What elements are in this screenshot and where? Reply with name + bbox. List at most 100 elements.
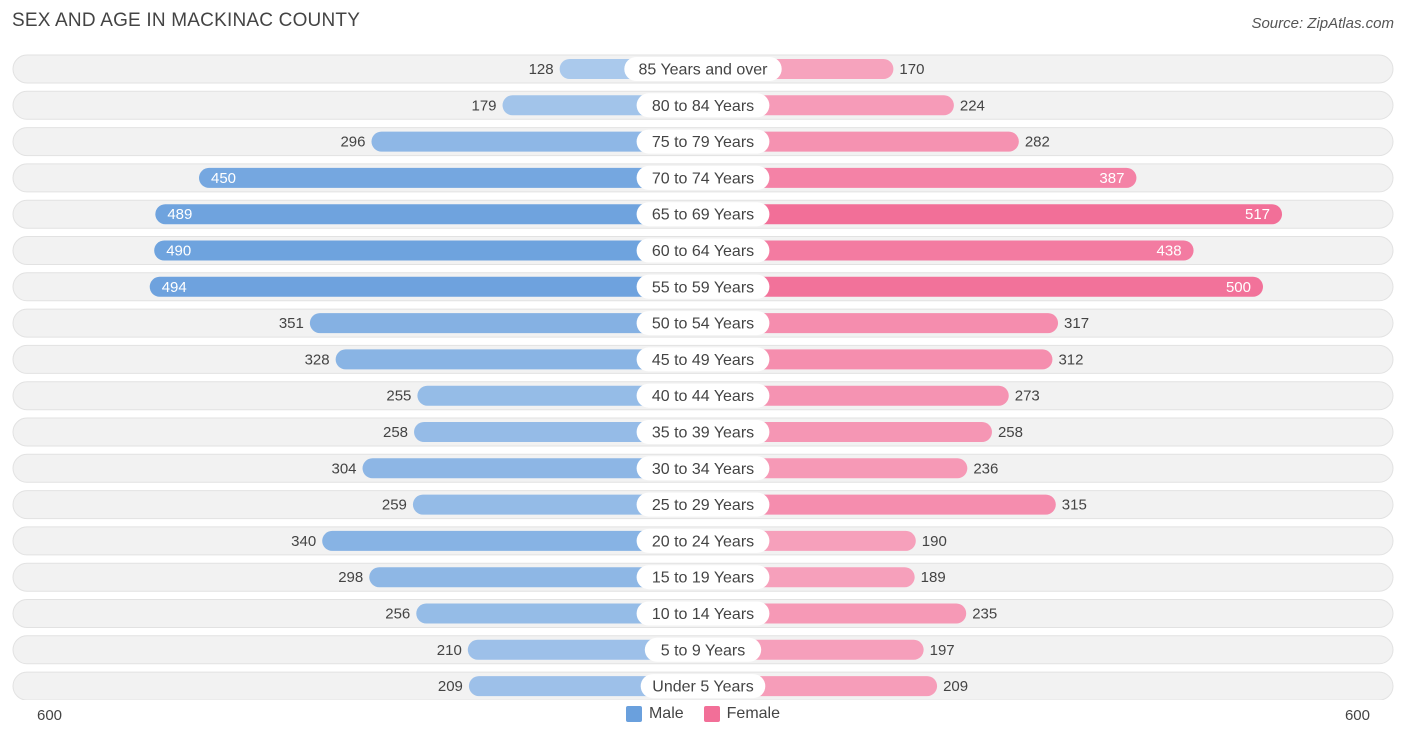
category-label: 50 to 54 Years	[652, 316, 754, 333]
female-value-label: 170	[899, 61, 924, 78]
male-value-label: 179	[471, 97, 496, 114]
category-label-bg	[640, 674, 766, 699]
female-value-label: 190	[922, 533, 947, 550]
male-bar[interactable]	[335, 349, 703, 370]
category-label: 60 to 64 Years	[652, 243, 754, 260]
population-pyramid-chart: 128 170 85 Years and over 179 224 80 to 84 Ye…	[12, 54, 1394, 700]
category-label-bg	[624, 57, 782, 81]
male-bar[interactable]	[155, 204, 703, 225]
category-label-bg	[636, 383, 770, 408]
category-label: 35 to 39 Years	[652, 425, 754, 442]
category-label: 5 to 9 Years	[661, 642, 746, 659]
category-label: 25 to 29 Years	[652, 497, 754, 514]
category-label: 10 to 14 Years	[652, 606, 754, 623]
legend-female-swatch	[703, 706, 720, 722]
female-value-label: 517	[1245, 206, 1270, 223]
male-bar[interactable]	[322, 530, 703, 551]
category-label-bg	[636, 420, 770, 444]
category-label-bg	[636, 311, 770, 336]
male-value-label: 258	[383, 424, 408, 441]
female-value-label: 438	[1157, 243, 1182, 260]
male-value-label: 328	[305, 351, 330, 368]
male-bar[interactable]	[416, 603, 703, 624]
male-value-label: 128	[529, 61, 554, 78]
female-value-label: 273	[1015, 388, 1040, 405]
female-value-label: 189	[921, 569, 946, 586]
female-value-label: 317	[1064, 315, 1089, 332]
female-value-label: 315	[1062, 497, 1087, 514]
female-value-label: 312	[1058, 351, 1083, 368]
category-label-bg	[636, 129, 770, 154]
female-bar[interactable]	[703, 204, 1283, 225]
male-bar[interactable]	[414, 422, 703, 442]
female-bar[interactable]	[703, 313, 1059, 334]
category-label: 15 to 19 Years	[652, 570, 754, 587]
female-bar[interactable]	[703, 603, 967, 624]
legend-male[interactable]: Male	[625, 705, 684, 723]
category-label-bg	[636, 274, 770, 299]
male-bar[interactable]	[309, 313, 703, 334]
category-label-bg	[644, 637, 762, 662]
female-value-label: 258	[998, 424, 1023, 441]
male-bar[interactable]	[362, 458, 703, 479]
legend-female[interactable]: Female	[703, 705, 780, 723]
category-label: 75 to 79 Years	[652, 134, 754, 151]
male-value-label: 296	[340, 134, 365, 151]
male-bar[interactable]	[149, 276, 704, 297]
chart-title: SEX AND AGE IN MACKINAC COUNTY	[12, 10, 361, 31]
female-bar[interactable]	[703, 349, 1053, 370]
category-label: 85 Years and over	[639, 62, 769, 79]
male-bar[interactable]	[369, 567, 703, 588]
category-label: 65 to 69 Years	[652, 207, 754, 224]
category-label-bg	[636, 238, 770, 263]
male-bar[interactable]	[467, 639, 703, 660]
category-label: Under 5 Years	[652, 679, 753, 696]
male-value-label: 298	[338, 569, 363, 586]
male-value-label: 490	[166, 243, 191, 260]
male-bar[interactable]	[154, 240, 703, 261]
male-value-label: 259	[382, 497, 407, 514]
chart-source: Source: ZipAtlas.com	[1251, 15, 1394, 32]
category-label: 80 to 84 Years	[652, 98, 754, 115]
male-bar[interactable]	[371, 131, 703, 152]
male-value-label: 255	[386, 388, 411, 405]
female-bar[interactable]	[703, 131, 1019, 152]
category-label: 70 to 74 Years	[652, 170, 754, 187]
category-label-bg	[636, 601, 770, 626]
category-label-bg	[636, 202, 770, 227]
category-label-bg	[636, 565, 770, 590]
female-value-label: 500	[1226, 279, 1251, 296]
male-bar[interactable]	[199, 167, 703, 188]
female-value-label: 209	[943, 678, 968, 695]
legend: Male Female	[0, 705, 1406, 723]
male-value-label: 256	[385, 606, 410, 623]
female-bar[interactable]	[703, 276, 1263, 297]
female-bar[interactable]	[703, 422, 992, 442]
male-value-label: 450	[211, 170, 236, 187]
male-bar[interactable]	[417, 385, 703, 406]
category-label-bg	[636, 492, 770, 517]
axis-left-label: 600	[37, 707, 63, 724]
male-bar[interactable]	[412, 494, 703, 515]
female-bar[interactable]	[703, 458, 968, 479]
axis-right-label: 600	[1344, 707, 1370, 724]
category-label: 20 to 24 Years	[652, 533, 754, 550]
female-bar[interactable]	[703, 385, 1009, 406]
legend-male-swatch	[625, 706, 642, 722]
female-value-label: 235	[972, 606, 997, 623]
category-label-bg	[636, 456, 770, 481]
male-value-label: 351	[279, 315, 304, 332]
female-value-label: 387	[1099, 170, 1124, 187]
male-value-label: 494	[162, 279, 187, 296]
female-bar[interactable]	[703, 494, 1056, 515]
female-bar[interactable]	[703, 240, 1194, 261]
female-bar[interactable]	[703, 167, 1137, 188]
female-value-label: 197	[930, 642, 955, 659]
male-value-label: 210	[437, 642, 462, 659]
male-value-label: 209	[438, 678, 463, 695]
category-label-bg	[636, 165, 770, 190]
female-value-label: 282	[1025, 134, 1050, 151]
male-value-label: 489	[167, 206, 192, 223]
category-label-bg	[636, 347, 770, 372]
category-label-bg	[636, 528, 770, 553]
